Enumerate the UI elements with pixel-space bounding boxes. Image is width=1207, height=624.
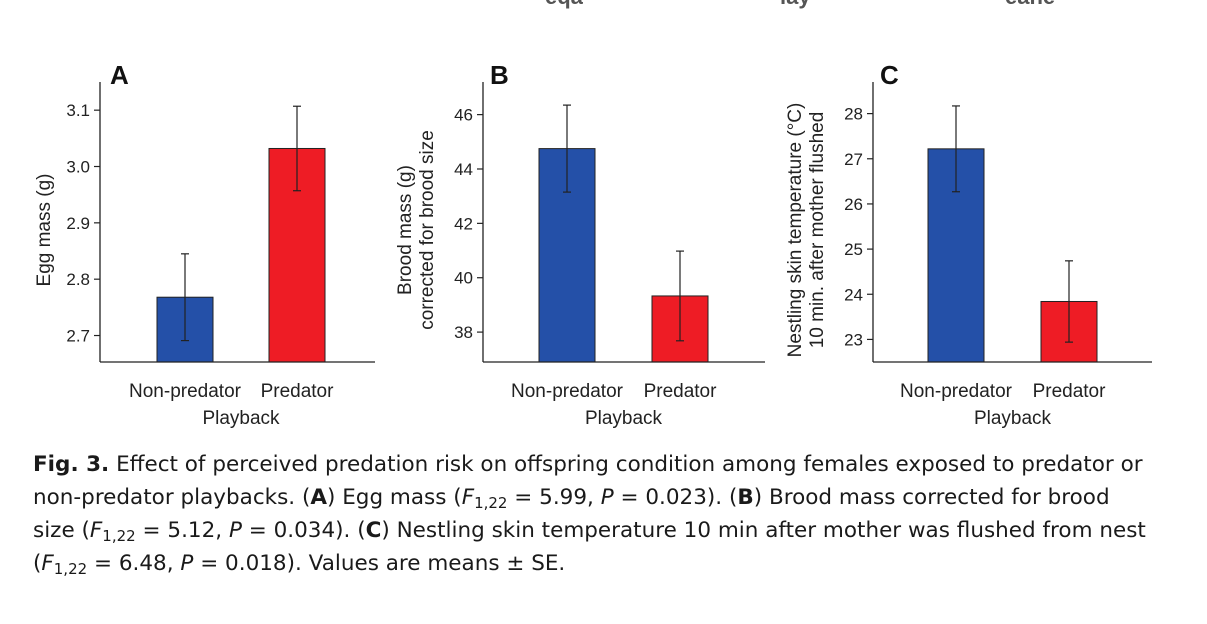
caption-stat: F bbox=[89, 518, 103, 543]
y-tick-label: 3.1 bbox=[66, 101, 90, 120]
x-tick-label: Non-predator bbox=[511, 381, 624, 402]
cut-text-2: lay bbox=[780, 0, 811, 9]
y-tick-label: 23 bbox=[844, 330, 863, 349]
caption-subscript: 1,22 bbox=[102, 527, 136, 545]
caption-subscript: 1,22 bbox=[474, 494, 508, 512]
figure-charts: eqa lay eane 2.7 2.8 2.9 3.0 3.1 Non-predator… bbox=[34, 0, 1152, 429]
x-axis-title: Playback bbox=[974, 408, 1052, 429]
panel-c: 23 24 25 26 27 28 Non-predator Predator Playback… bbox=[785, 60, 1152, 429]
caption-panel-ref: C bbox=[365, 518, 382, 543]
caption-line-4: (F1,22 = 6.48, P = 0.018). Values are me… bbox=[33, 547, 1161, 580]
caption-text: = 0.018). Values are means ± SE. bbox=[193, 551, 566, 576]
y-tick-label: 2.8 bbox=[66, 270, 90, 289]
caption-panel-ref: B bbox=[737, 485, 754, 510]
caption-text: = 0.023). ( bbox=[613, 485, 738, 510]
y-tick-label: 44 bbox=[454, 160, 473, 179]
figure-caption: Fig. 3. Effect of perceived predation ri… bbox=[33, 448, 1161, 580]
caption-text: Effect of perceived predation risk on of… bbox=[109, 452, 1143, 477]
panel-b: 38 40 42 44 46 Non-predator Predator Playback Br… bbox=[395, 60, 765, 429]
panel-letter: A bbox=[110, 60, 129, 90]
x-tick-label: Non-predator bbox=[129, 381, 242, 402]
y-tick-label: 42 bbox=[454, 214, 473, 233]
x-tick-label: Predator bbox=[1033, 381, 1107, 402]
caption-text: = 5.99, bbox=[507, 485, 601, 510]
panel-a: 2.7 2.8 2.9 3.0 3.1 Non-predator Predator Playb… bbox=[34, 60, 375, 429]
x-tick-label: Predator bbox=[644, 381, 718, 402]
caption-text: ) Brood mass corrected for brood bbox=[753, 485, 1110, 510]
cut-text-3: eane bbox=[1005, 0, 1055, 9]
caption-line-1: Fig. 3. Effect of perceived predation ri… bbox=[33, 448, 1161, 481]
caption-text: ( bbox=[33, 551, 42, 576]
caption-panel-ref: A bbox=[310, 485, 327, 510]
y-tick-label: 2.7 bbox=[66, 327, 90, 346]
caption-text: ) Egg mass ( bbox=[327, 485, 462, 510]
y-axis-title: Brood mass (g) bbox=[395, 165, 416, 295]
y-tick-label: 2.9 bbox=[66, 214, 90, 233]
caption-stat: P bbox=[180, 551, 194, 576]
y-tick-label: 26 bbox=[844, 195, 863, 214]
figure-label: Fig. 3. bbox=[33, 452, 110, 477]
caption-text: ) Nestling skin temperature 10 min after… bbox=[381, 518, 1146, 543]
y-tick-label: 40 bbox=[454, 269, 473, 288]
y-tick-label: 46 bbox=[454, 106, 473, 125]
caption-line-3: size (F1,22 = 5.12, P = 0.034). (C) Nest… bbox=[33, 514, 1161, 547]
caption-stat: F bbox=[461, 485, 475, 510]
y-tick-label: 24 bbox=[844, 285, 863, 304]
caption-subscript: 1,22 bbox=[53, 560, 88, 578]
caption-stat: P bbox=[600, 485, 614, 510]
y-axis-title: 10 min. after mother flushed bbox=[807, 112, 828, 349]
caption-text: = 0.034). ( bbox=[241, 518, 366, 543]
caption-text: = 5.12, bbox=[135, 518, 229, 543]
x-tick-label: Predator bbox=[261, 381, 335, 402]
y-tick-label: 38 bbox=[454, 323, 473, 342]
caption-text: non-predator playbacks. ( bbox=[33, 485, 311, 510]
x-axis-title: Playback bbox=[585, 408, 663, 429]
caption-stat: P bbox=[228, 518, 242, 543]
panel-letter: C bbox=[880, 60, 899, 90]
y-tick-label: 27 bbox=[844, 150, 863, 169]
cut-text-1: eqa bbox=[545, 0, 584, 9]
y-axis-title: Nestling skin temperature (°C) bbox=[785, 103, 806, 358]
caption-text: size ( bbox=[33, 518, 90, 543]
x-axis-title: Playback bbox=[202, 408, 280, 429]
y-tick-label: 25 bbox=[844, 240, 863, 259]
x-tick-label: Non-predator bbox=[900, 381, 1013, 402]
y-axis-title: Egg mass (g) bbox=[34, 174, 55, 287]
panel-letter: B bbox=[490, 60, 509, 90]
y-tick-label: 28 bbox=[844, 105, 863, 124]
caption-stat: F bbox=[41, 551, 54, 576]
caption-text: = 6.48, bbox=[87, 551, 181, 576]
y-axis-title: corrected for brood size bbox=[417, 130, 438, 330]
y-tick-label: 3.0 bbox=[66, 158, 90, 177]
caption-line-2: non-predator playbacks. (A) Egg mass (F1… bbox=[33, 481, 1161, 514]
